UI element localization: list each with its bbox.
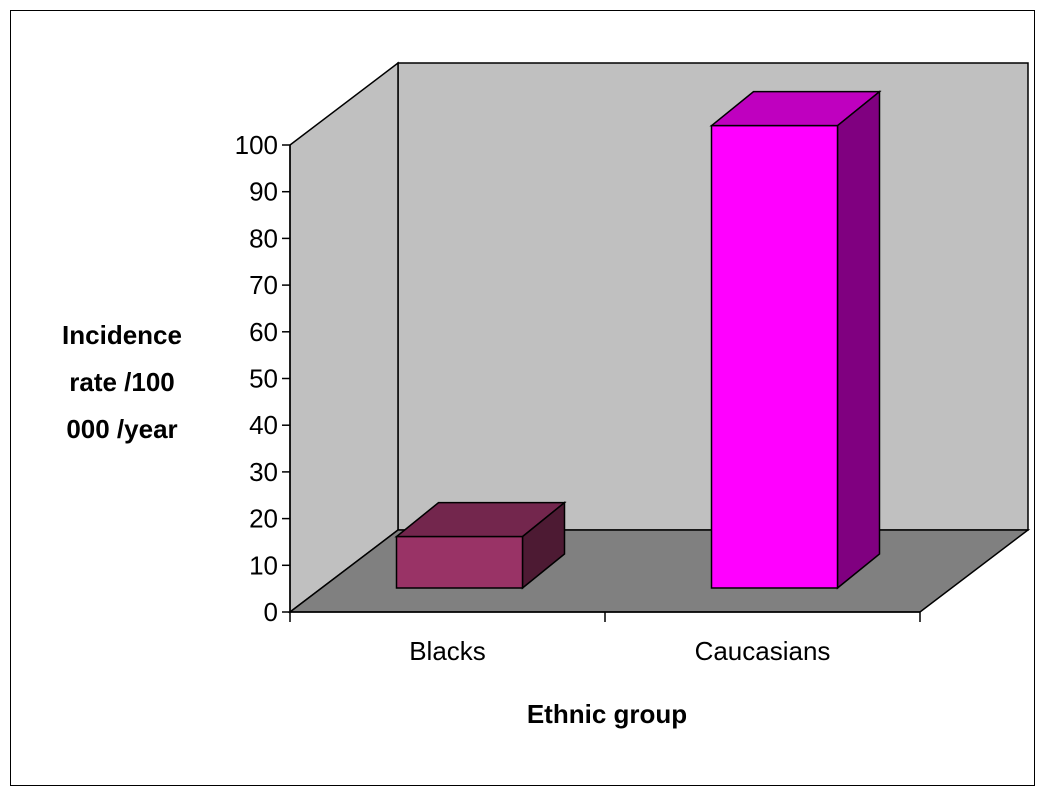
x-axis (289, 611, 921, 622)
x-tick-label: Blacks (409, 636, 486, 666)
y-axis-title-line-2: rate /100 (69, 367, 175, 397)
y-axis-title-line-1: Incidence (62, 320, 182, 350)
bar-front (395, 535, 524, 589)
y-tick-label: 40 (249, 410, 278, 440)
bar-side (836, 90, 881, 590)
side-wall (289, 61, 399, 614)
bar-front (710, 124, 839, 589)
y-axis: 0 10 20 30 40 50 60 70 80 90 100 (235, 130, 291, 627)
bar-caucasians (709, 90, 882, 590)
y-tick-label: 30 (249, 457, 278, 487)
y-tick-label: 90 (249, 177, 278, 207)
y-tick-label: 0 (264, 597, 278, 627)
y-tick-label: 10 (249, 550, 278, 580)
bar-blacks (394, 501, 567, 590)
y-tick-label: 50 (249, 364, 278, 394)
y-axis-title-line-3: 000 /year (66, 414, 177, 444)
x-tick-label: Caucasians (695, 636, 831, 666)
y-tick-label: 80 (249, 223, 278, 253)
y-tick-label: 60 (249, 317, 278, 347)
bars (394, 90, 882, 590)
x-axis-title: Ethnic group (527, 699, 687, 729)
y-tick-label: 70 (249, 270, 278, 300)
x-tick-labels: Blacks Caucasians (409, 636, 830, 666)
y-tick-label: 100 (235, 130, 278, 160)
y-tick-label: 20 (249, 504, 278, 534)
